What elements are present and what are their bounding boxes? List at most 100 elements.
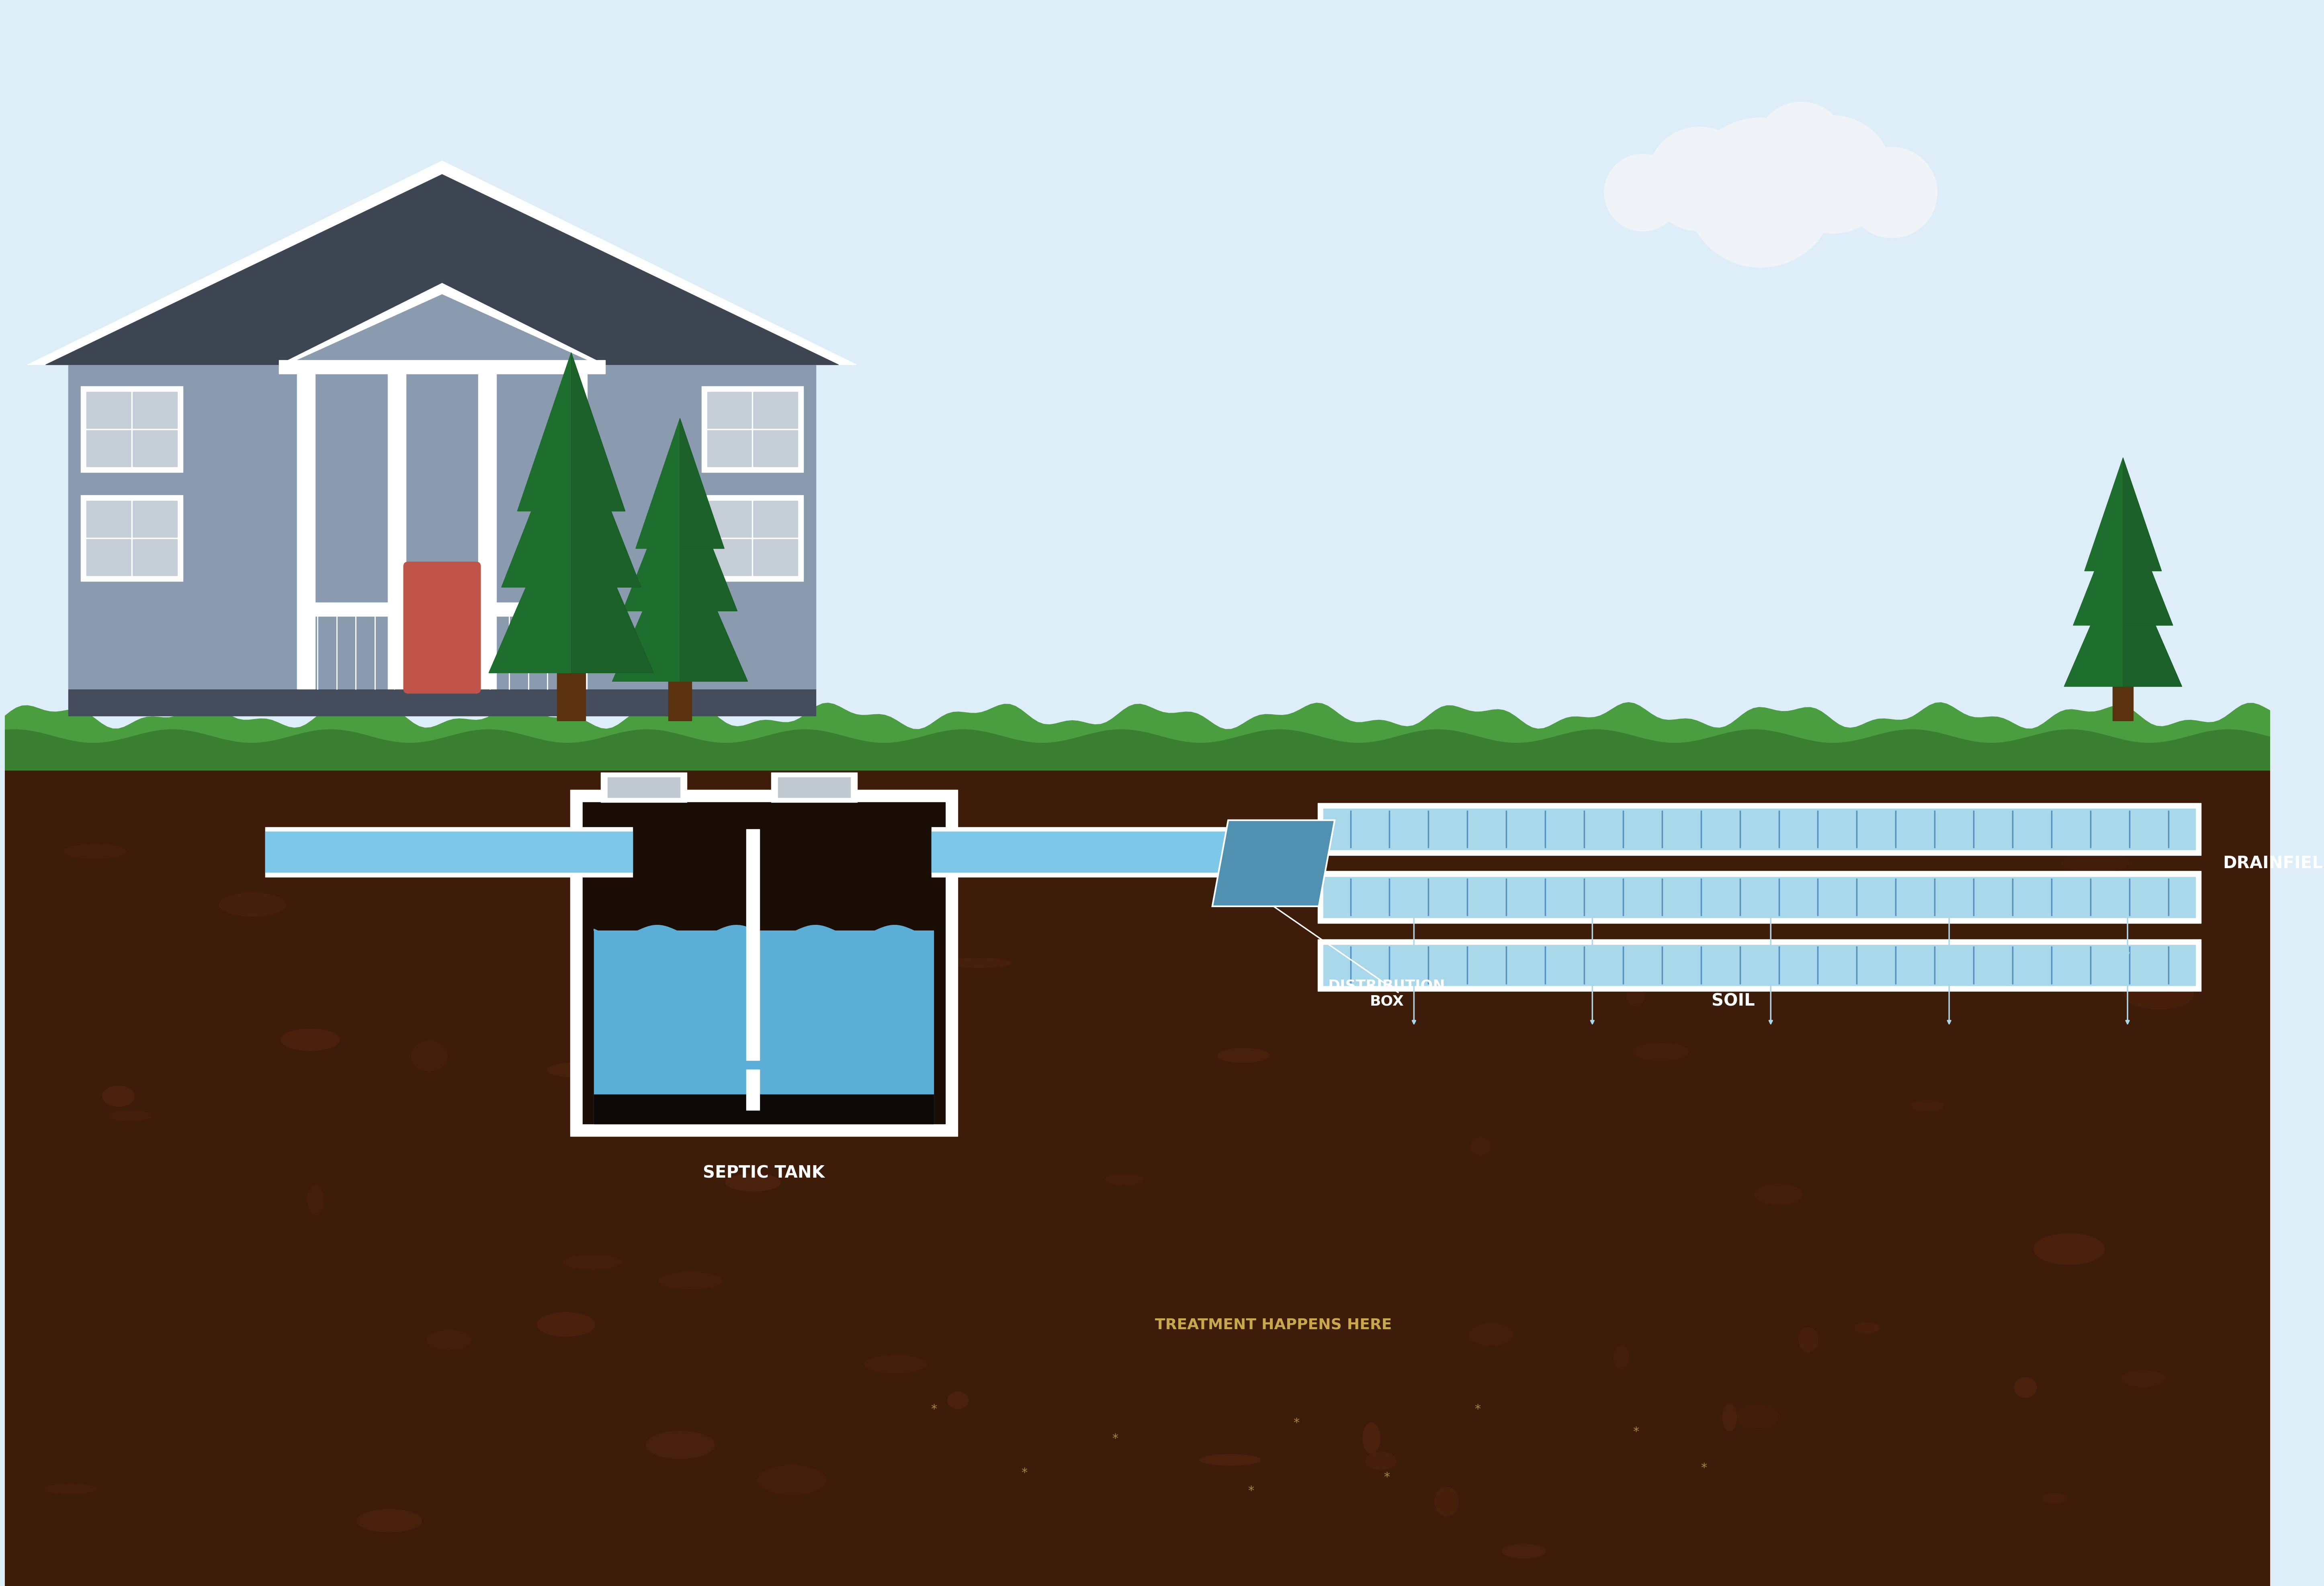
Ellipse shape — [658, 1272, 723, 1289]
Ellipse shape — [2015, 1377, 2036, 1397]
Ellipse shape — [1471, 1137, 1490, 1155]
Text: *: * — [1473, 1404, 1480, 1415]
Ellipse shape — [1799, 1327, 1817, 1351]
Ellipse shape — [646, 1431, 713, 1459]
Bar — [86, 501, 177, 576]
Bar — [279, 360, 604, 374]
Bar — [702, 387, 804, 473]
Polygon shape — [2124, 550, 2182, 687]
Ellipse shape — [428, 1331, 472, 1350]
Text: *: * — [1634, 1426, 1638, 1439]
Ellipse shape — [537, 1313, 595, 1337]
Bar — [706, 501, 797, 576]
Ellipse shape — [1362, 1423, 1380, 1453]
Ellipse shape — [44, 1484, 98, 1494]
FancyBboxPatch shape — [404, 561, 481, 693]
Ellipse shape — [281, 1029, 339, 1050]
Ellipse shape — [725, 1174, 781, 1191]
Ellipse shape — [562, 834, 600, 864]
Polygon shape — [637, 419, 725, 549]
Polygon shape — [2124, 498, 2173, 625]
Text: *: * — [1701, 1462, 1706, 1473]
Bar — [265, 831, 632, 872]
Polygon shape — [595, 925, 934, 936]
Circle shape — [1757, 102, 1848, 192]
Bar — [81, 495, 184, 580]
Ellipse shape — [307, 1185, 323, 1215]
Bar — [669, 663, 693, 720]
Bar — [5, 0, 2271, 761]
Ellipse shape — [109, 1110, 151, 1121]
Ellipse shape — [2043, 1494, 2068, 1504]
Bar — [558, 650, 586, 720]
Bar — [5, 761, 2271, 1586]
Polygon shape — [572, 409, 641, 587]
Ellipse shape — [1736, 1405, 1780, 1427]
Bar — [595, 931, 934, 1124]
Ellipse shape — [1462, 953, 1508, 974]
Ellipse shape — [562, 1255, 621, 1269]
Polygon shape — [2064, 550, 2182, 687]
Ellipse shape — [2122, 1370, 2164, 1386]
Bar — [932, 826, 1262, 877]
Polygon shape — [2124, 458, 2161, 571]
Polygon shape — [623, 465, 737, 611]
Text: *: * — [1020, 1467, 1027, 1478]
Bar — [772, 772, 858, 803]
Bar — [311, 603, 574, 617]
Ellipse shape — [218, 893, 286, 917]
Bar — [702, 495, 804, 580]
Bar — [2113, 671, 2133, 720]
Text: *: * — [1111, 1432, 1118, 1445]
Ellipse shape — [1910, 1101, 1943, 1112]
Ellipse shape — [2061, 855, 2129, 872]
Bar — [265, 826, 632, 877]
Text: SOIL: SOIL — [1710, 993, 1755, 1009]
Bar — [1318, 939, 2201, 991]
Ellipse shape — [1218, 1048, 1269, 1063]
Bar — [479, 365, 497, 688]
Polygon shape — [572, 352, 625, 511]
Polygon shape — [279, 284, 604, 365]
Polygon shape — [1213, 820, 1334, 906]
Circle shape — [1604, 154, 1680, 232]
Polygon shape — [5, 703, 2271, 761]
Ellipse shape — [825, 1088, 876, 1110]
Text: DISTRIBUTION
BOX: DISTRIBUTION BOX — [1327, 979, 1446, 1009]
Circle shape — [1773, 116, 1892, 233]
Polygon shape — [28, 160, 858, 365]
Polygon shape — [611, 525, 748, 682]
Ellipse shape — [1934, 958, 1957, 988]
Ellipse shape — [946, 958, 1011, 967]
Ellipse shape — [1778, 953, 1843, 983]
Circle shape — [1648, 127, 1752, 232]
Ellipse shape — [1755, 1185, 1803, 1204]
Ellipse shape — [1367, 1453, 1397, 1470]
Bar — [1322, 945, 2196, 985]
Ellipse shape — [1722, 1404, 1736, 1431]
Ellipse shape — [1501, 1545, 1545, 1559]
Bar — [86, 392, 177, 466]
Polygon shape — [2073, 498, 2173, 625]
Bar — [67, 688, 816, 715]
Ellipse shape — [2124, 980, 2194, 1009]
Bar — [746, 1069, 760, 1110]
Text: *: * — [1292, 1416, 1299, 1429]
Bar — [932, 831, 1262, 872]
Text: TREATMENT HAPPENS HERE: TREATMENT HAPPENS HERE — [1155, 1318, 1392, 1332]
Polygon shape — [681, 525, 748, 682]
Ellipse shape — [758, 1465, 825, 1494]
Polygon shape — [681, 419, 725, 549]
Bar — [607, 777, 681, 798]
Bar — [1322, 877, 2196, 918]
Ellipse shape — [948, 1393, 969, 1408]
Polygon shape — [5, 730, 2271, 771]
Ellipse shape — [1469, 1324, 1513, 1345]
Bar — [600, 772, 688, 803]
Ellipse shape — [1234, 864, 1287, 887]
Bar — [569, 790, 957, 1136]
Text: *: * — [1248, 1484, 1255, 1497]
Ellipse shape — [776, 1017, 844, 1045]
Ellipse shape — [548, 1063, 607, 1077]
Ellipse shape — [1199, 1454, 1262, 1465]
